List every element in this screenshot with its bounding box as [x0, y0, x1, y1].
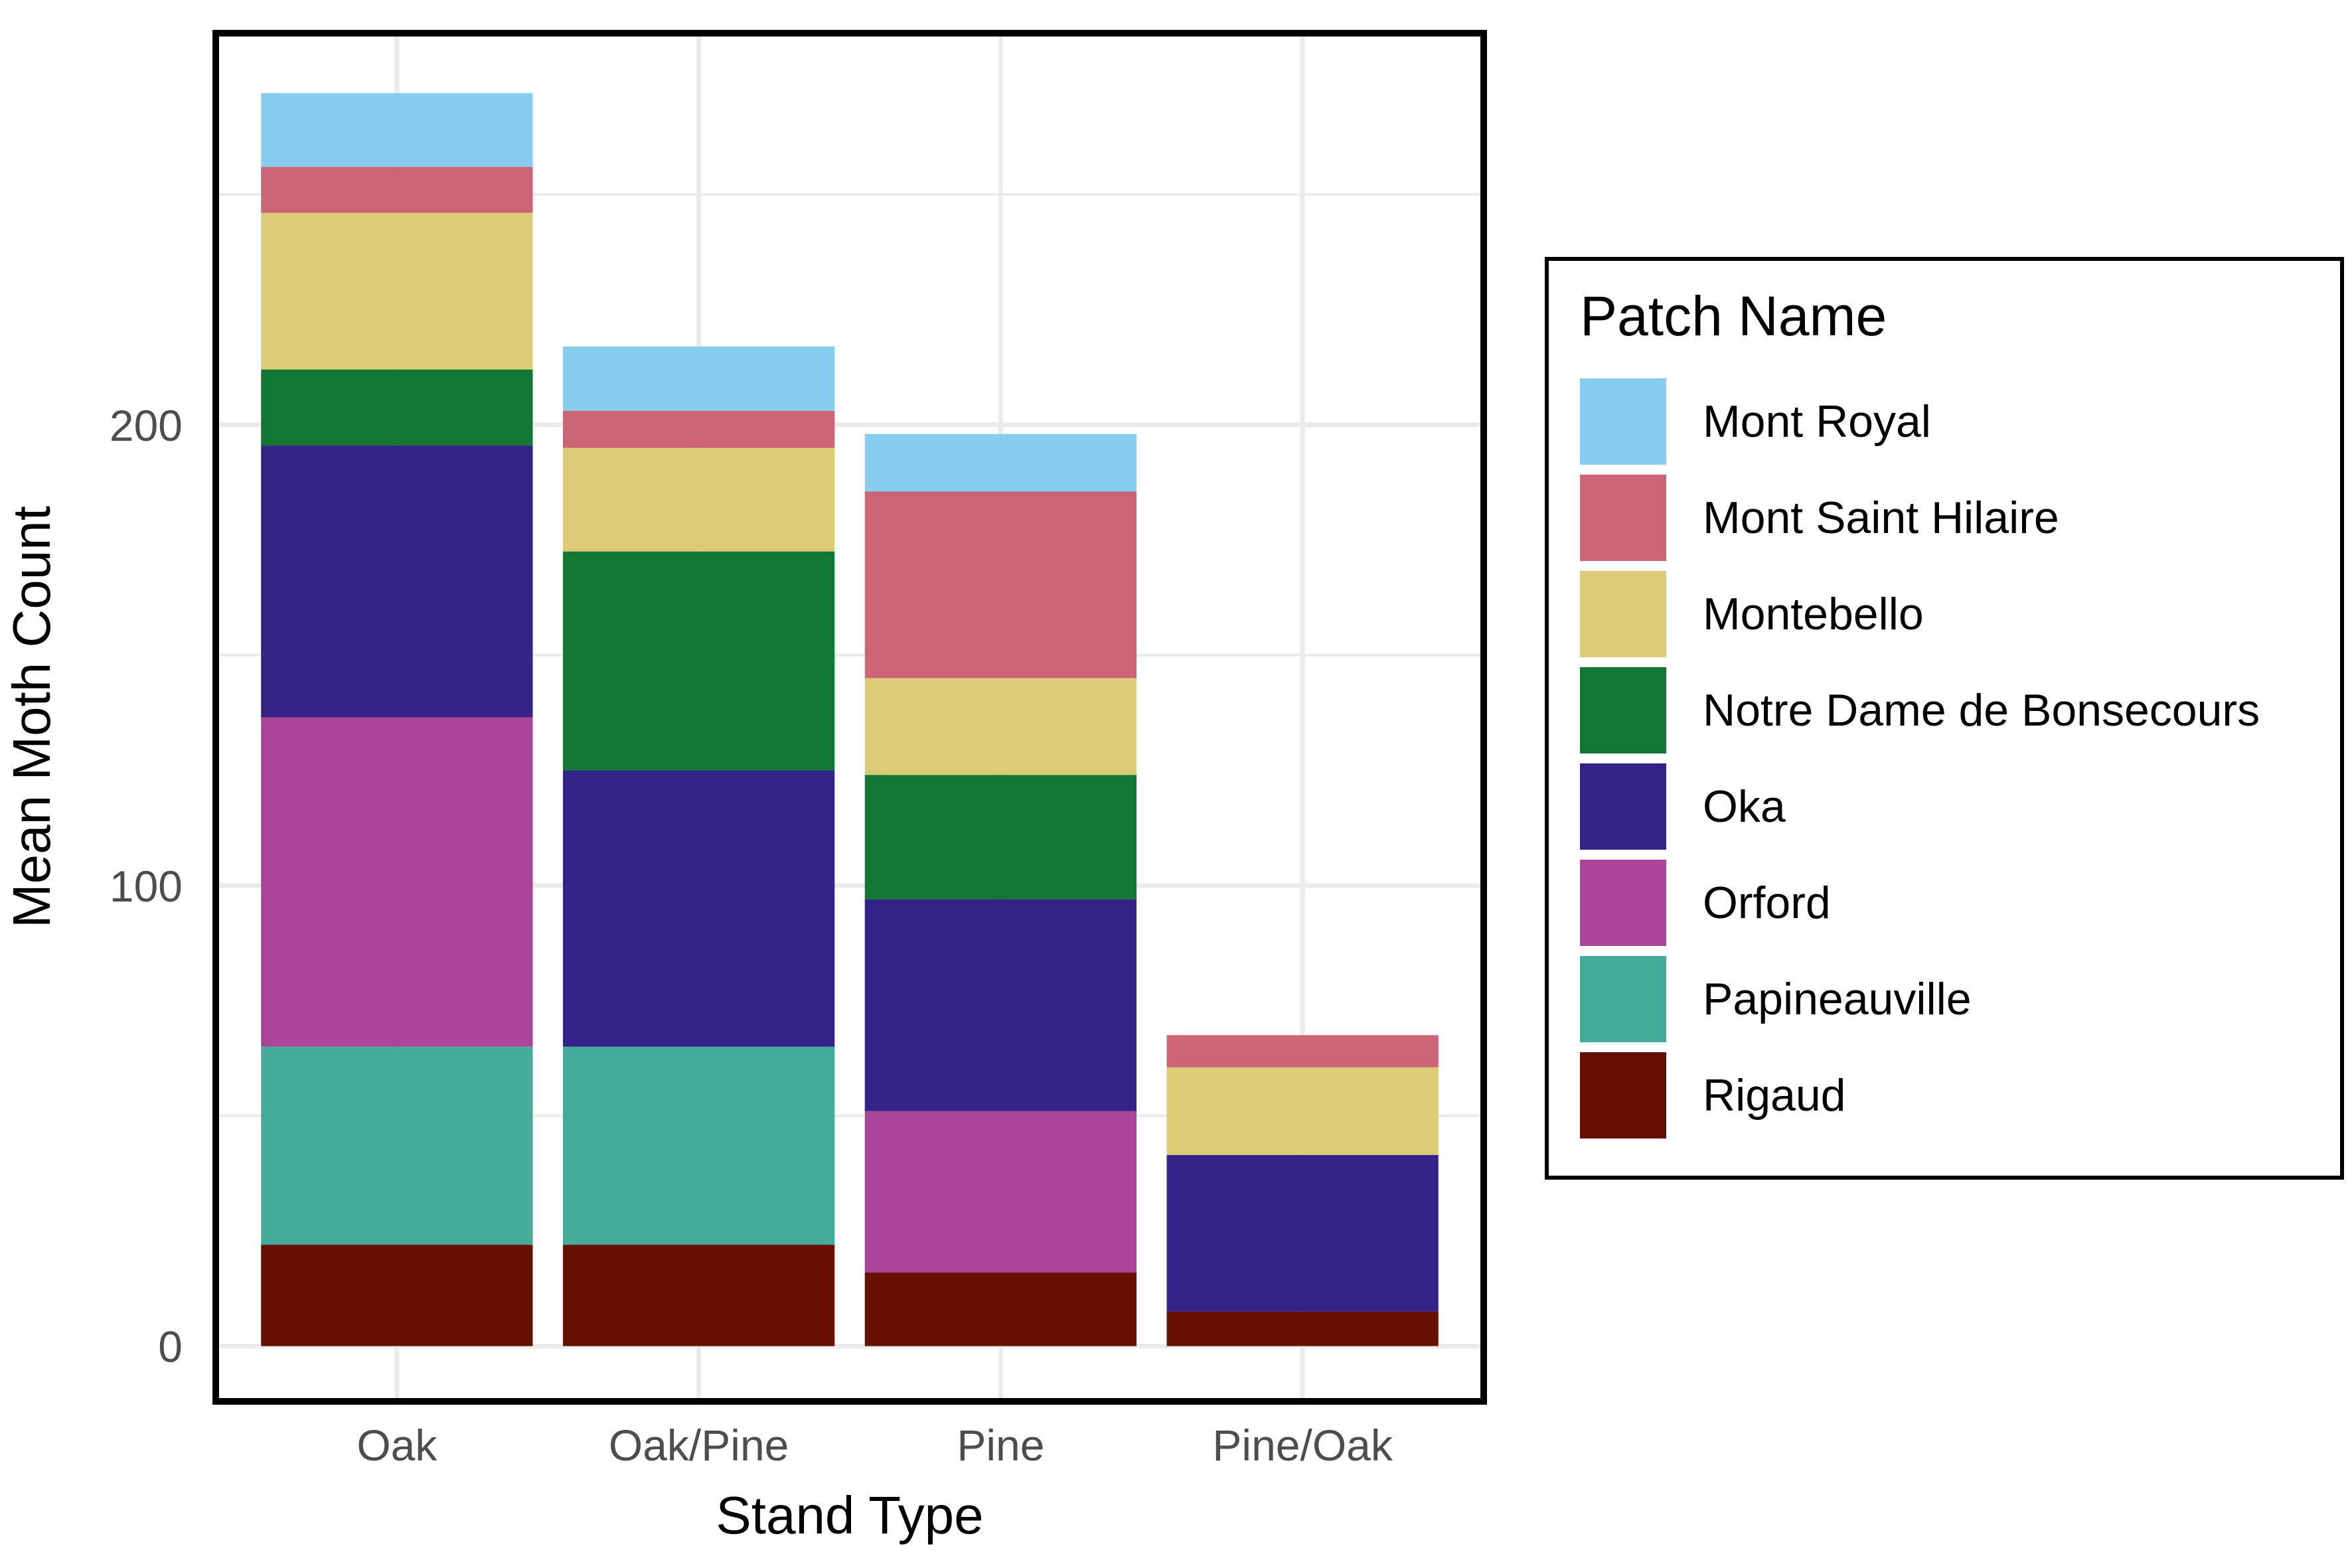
bar-segment-notre-dame-de-bonsecours	[864, 775, 1137, 900]
legend-label: Oka	[1703, 781, 1786, 832]
bar-segment-mont-royal	[864, 433, 1137, 492]
bar-segment-mont-saint-hilaire	[562, 411, 835, 448]
bar-segment-notre-dame-de-bonsecours	[562, 551, 835, 771]
legend-swatch	[1580, 860, 1666, 946]
legend-item: Papineauville	[1580, 956, 1972, 1042]
legend-label: Rigaud	[1703, 1070, 1846, 1121]
bar-segment-mont-royal	[261, 93, 533, 167]
legend-label: Papineauville	[1703, 974, 1972, 1024]
y-axis-title: Mean Moth Count	[2, 506, 61, 928]
x-tick-label: Pine/Oak	[1212, 1421, 1393, 1470]
bar-segment-montebello	[864, 678, 1137, 775]
bar-stacks	[261, 93, 1439, 1346]
legend-item: Notre Dame de Bonsecours	[1580, 667, 2260, 753]
bar-stack-oak	[261, 93, 533, 1346]
legend-items: Mont Royal Mont Saint Hilaire Montebello No…	[1580, 378, 2260, 1138]
bar-segment-mont-royal	[562, 346, 835, 412]
y-tick-label: 0	[158, 1322, 183, 1372]
x-axis-ticks: Oak Oak/Pine Pine Pine/Oak	[356, 1421, 1393, 1470]
legend-swatch	[1580, 956, 1666, 1042]
y-tick-label: 100	[110, 862, 183, 911]
bar-segment-montebello	[261, 212, 533, 370]
bar-segment-rigaud	[261, 1245, 533, 1346]
y-axis-ticks: 0 100 200	[110, 401, 183, 1372]
x-tick-label: Pine	[957, 1421, 1044, 1470]
legend-title: Patch Name	[1580, 285, 1887, 347]
legend-item: Mont Saint Hilaire	[1580, 475, 2059, 561]
bar-segment-mont-saint-hilaire	[1166, 1035, 1439, 1067]
legend-item: Montebello	[1580, 571, 1924, 657]
bar-segment-papineauville	[261, 1046, 533, 1245]
bar-segment-papineauville	[562, 1046, 835, 1245]
bar-segment-montebello	[562, 447, 835, 552]
y-tick-label: 200	[110, 401, 183, 450]
legend-swatch	[1580, 1052, 1666, 1138]
bar-segment-oka	[261, 445, 533, 718]
x-tick-label: Oak	[356, 1421, 437, 1470]
bar-segment-mont-saint-hilaire	[864, 491, 1137, 678]
legend-box	[1545, 257, 2344, 1180]
plot-panel-border	[212, 30, 1487, 1405]
bar-segment-oka	[864, 899, 1137, 1111]
bar-segment-orford	[864, 1111, 1137, 1273]
legend-swatch	[1580, 378, 1666, 465]
legend-swatch	[1580, 571, 1666, 657]
bar-segment-rigaud	[562, 1245, 835, 1346]
bar-segment-montebello	[1166, 1067, 1439, 1155]
legend-label: Orford	[1703, 878, 1831, 928]
legend-item: Orford	[1580, 860, 1831, 946]
x-tick-label: Oak/Pine	[609, 1421, 789, 1470]
x-axis-title: Stand Type	[716, 1486, 983, 1545]
legend-item: Oka	[1580, 763, 1786, 850]
legend-label: Mont Royal	[1703, 396, 1931, 447]
legend-label: Montebello	[1703, 589, 1924, 639]
bar-stack-oak-pine	[562, 346, 835, 1346]
bar-segment-notre-dame-de-bonsecours	[261, 369, 533, 446]
legend-item: Rigaud	[1580, 1052, 1846, 1138]
legend-swatch	[1580, 763, 1666, 850]
bar-segment-oka	[1166, 1154, 1439, 1312]
legend-swatch	[1580, 475, 1666, 561]
bar-stack-pine	[864, 433, 1137, 1346]
bar-segment-oka	[562, 770, 835, 1047]
bar-segment-orford	[261, 717, 533, 1047]
bar-segment-rigaud	[1166, 1311, 1439, 1346]
legend-item: Mont Royal	[1580, 378, 1931, 465]
legend-swatch	[1580, 667, 1666, 753]
bar-segment-mont-saint-hilaire	[261, 167, 533, 213]
bar-stack-pine-oak	[1166, 1035, 1439, 1346]
legend-label: Notre Dame de Bonsecours	[1703, 685, 2260, 736]
bar-segment-rigaud	[864, 1272, 1137, 1346]
legend-label: Mont Saint Hilaire	[1703, 493, 2059, 543]
